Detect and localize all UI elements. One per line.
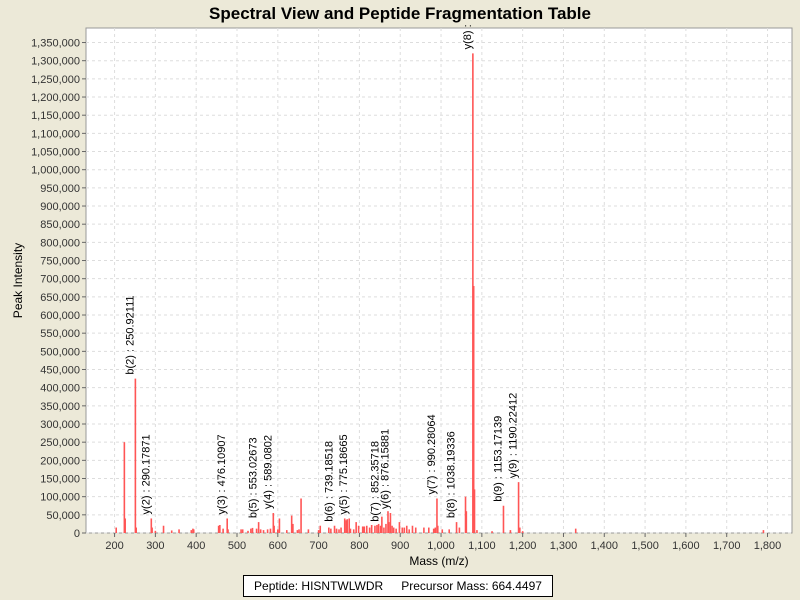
x-tick-label: 200 — [105, 540, 123, 552]
y-tick-label: 350,000 — [40, 401, 80, 413]
x-tick-label: 700 — [309, 540, 327, 552]
y-tick-label: 500,000 — [40, 346, 80, 358]
y-tick-label: 700,000 — [40, 274, 80, 286]
y-tick-label: 850,000 — [40, 219, 80, 231]
y-tick-label: 800,000 — [40, 237, 80, 249]
x-tick-label: 1,100 — [468, 540, 496, 552]
plot-area — [85, 27, 793, 534]
y-tick-label: 250,000 — [40, 437, 80, 449]
peak-annotation: y(5) : 775.18665 — [338, 434, 350, 514]
x-tick-label: 1,700 — [713, 540, 741, 552]
y-tick-label: 600,000 — [40, 310, 80, 322]
peak-annotation: b(2) : 250.92111 — [124, 295, 136, 374]
y-tick-label: 1,050,000 — [31, 147, 80, 159]
y-tick-label: 300,000 — [40, 419, 80, 431]
x-tick-label: 300 — [146, 540, 164, 552]
x-tick-label: 500 — [228, 540, 246, 552]
peak-annotation: b(7) : 852.35718 — [370, 441, 382, 522]
peak-annotation: y(8) : — [462, 24, 474, 49]
y-tick-label: 950,000 — [40, 183, 80, 195]
y-tick-label: 1,350,000 — [31, 38, 80, 50]
x-tick-label: 1,200 — [509, 540, 537, 552]
y-tick-label: 100,000 — [40, 492, 80, 504]
y-tick-label: 1,000,000 — [31, 165, 80, 177]
y-tick-label: 750,000 — [40, 256, 80, 268]
y-axis-label: Peak Intensity — [11, 243, 25, 318]
legend-precursor-mass: Precursor Mass: 664.4497 — [401, 579, 542, 593]
legend-peptide: Peptide: HISNTWLWDR — [254, 579, 384, 593]
y-tick-label: 900,000 — [40, 201, 80, 213]
y-tick-label: 1,100,000 — [31, 128, 80, 140]
peak-annotation: y(2) : 290.17871 — [140, 434, 152, 514]
y-tick-label: 0 — [74, 528, 80, 540]
x-tick-label: 600 — [269, 540, 287, 552]
peak-annotation: y(6) : 876.15881 — [379, 429, 391, 509]
y-tick-label: 1,250,000 — [31, 74, 80, 86]
x-tick-label: 1,300 — [550, 540, 578, 552]
y-tick-label: 550,000 — [40, 328, 80, 340]
y-tick-label: 400,000 — [40, 383, 80, 395]
x-tick-label: 1,400 — [591, 540, 619, 552]
y-tick-label: 150,000 — [40, 474, 80, 486]
chart-title: Spectral View and Peptide Fragmentation … — [209, 4, 591, 23]
legend-box: Peptide: HISNTWLWDR Precursor Mass: 664.… — [243, 575, 553, 597]
peak-annotation: y(9) : 1190.22412 — [508, 393, 520, 478]
peak-annotation: b(9) : 1153.17139 — [492, 416, 504, 502]
y-tick-label: 1,150,000 — [31, 110, 80, 122]
x-tick-label: 400 — [187, 540, 205, 552]
x-tick-label: 1,500 — [631, 540, 659, 552]
y-tick-label: 450,000 — [40, 365, 80, 377]
peak-annotation: y(7) : 990.28064 — [426, 414, 438, 494]
x-tick-label: 1,000 — [427, 540, 455, 552]
peak-annotation: y(3) : 476.10907 — [216, 434, 228, 514]
peak-annotation: b(6) : 739.18518 — [324, 441, 336, 522]
y-tick-label: 1,200,000 — [31, 92, 80, 104]
y-tick-label: 1,300,000 — [31, 56, 80, 68]
x-tick-label: 900 — [391, 540, 409, 552]
y-tick-label: 50,000 — [46, 510, 80, 522]
x-tick-label: 1,600 — [672, 540, 700, 552]
peak-annotation: b(5) : 553.02673 — [248, 437, 260, 518]
peak-annotation: b(8) : 1038.19336 — [446, 431, 458, 518]
y-tick-label: 650,000 — [40, 292, 80, 304]
y-tick-label: 200,000 — [40, 455, 80, 467]
x-axis-label: Mass (m/z) — [409, 554, 468, 568]
peak-annotation: y(4) : 589.0802 — [262, 435, 274, 509]
x-tick-label: 800 — [350, 540, 368, 552]
x-tick-label: 1,800 — [754, 540, 782, 552]
